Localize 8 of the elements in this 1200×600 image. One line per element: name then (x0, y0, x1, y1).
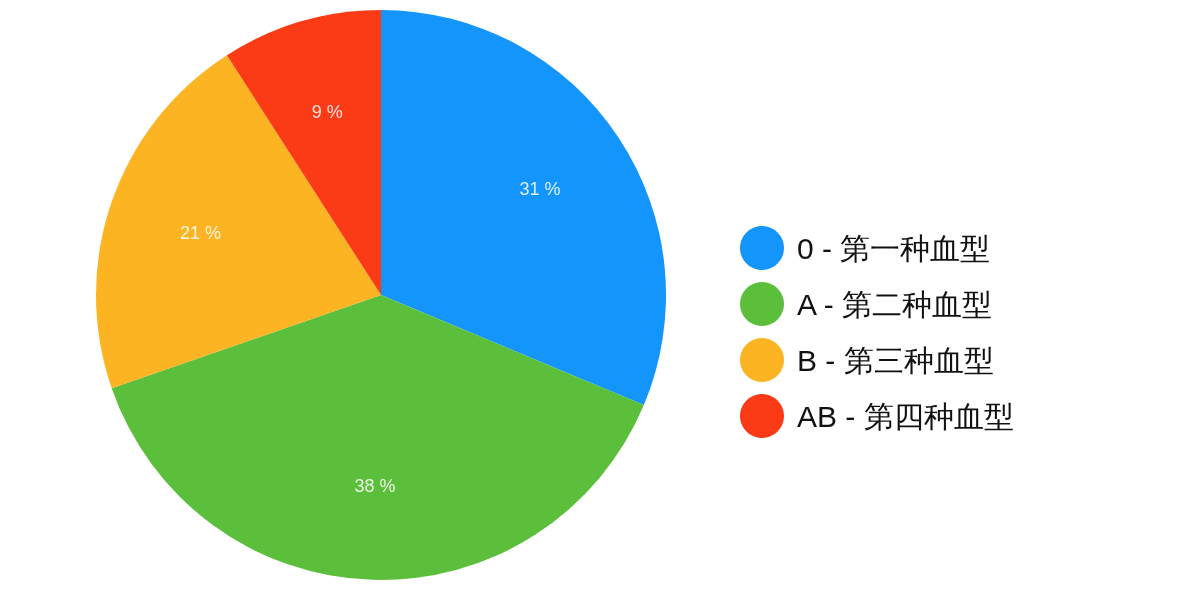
legend-label: A - 第二种血型 (797, 287, 993, 321)
legend-label: AB - 第四种血型 (797, 399, 1014, 433)
data-label: 31 % (519, 179, 561, 200)
data-label: 21 % (180, 222, 222, 243)
data-label: 38 % (354, 475, 396, 496)
data-label: 9 % (311, 101, 343, 122)
legend-label: B - 第三种血型 (797, 343, 994, 377)
legend-label: 0 - 第一种血型 (797, 231, 991, 265)
